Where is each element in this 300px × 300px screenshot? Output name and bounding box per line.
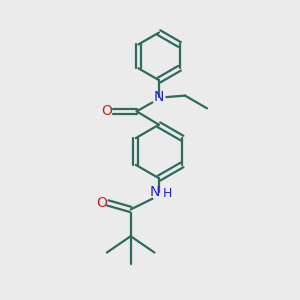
Text: H: H	[163, 187, 172, 200]
Text: N: N	[154, 90, 164, 104]
Text: O: O	[101, 104, 112, 118]
Text: N: N	[150, 185, 160, 199]
Text: O: O	[96, 196, 107, 210]
